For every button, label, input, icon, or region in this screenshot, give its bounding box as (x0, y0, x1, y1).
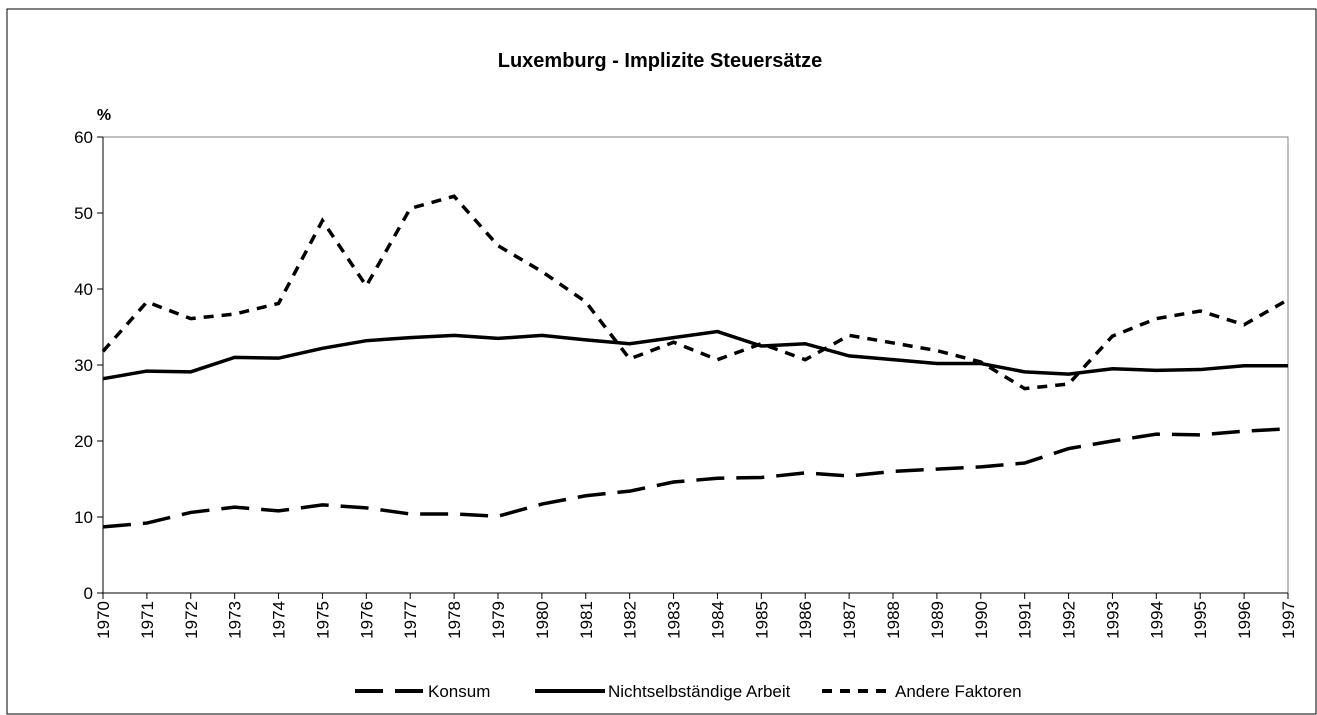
legend-label: Nichtselbständige Arbeit (608, 682, 791, 701)
x-tick-label: 1989 (928, 601, 947, 639)
x-tick-label: 1994 (1147, 601, 1166, 639)
x-tick-label: 1971 (138, 601, 157, 639)
series-line (101, 194, 1289, 391)
x-tick-label: 1997 (1279, 601, 1298, 639)
y-tick-label: 60 (74, 128, 93, 147)
x-tick-label: 1992 (1060, 601, 1079, 639)
series-line (102, 329, 1288, 381)
x-tick-label: 1978 (445, 601, 464, 639)
series-line (102, 427, 1289, 529)
y-tick-label: 40 (74, 280, 93, 299)
x-tick-label: 1977 (401, 601, 420, 639)
plot-area (102, 136, 1289, 594)
y-tick-label: 30 (74, 356, 93, 375)
x-tick-label: 1979 (489, 601, 508, 639)
legend-label: Konsum (428, 682, 490, 701)
x-tick-label: 1983 (665, 601, 684, 639)
y-tick-label: 50 (74, 204, 93, 223)
x-tick-label: 1986 (796, 601, 815, 639)
x-tick-label: 1970 (94, 601, 113, 639)
x-tick-label: 1991 (1016, 601, 1035, 639)
y-axis-label: % (97, 107, 111, 124)
x-tick-label: 1988 (884, 601, 903, 639)
x-tick-label: 1973 (226, 601, 245, 639)
y-tick-label: 10 (74, 508, 93, 527)
x-tick-label: 1996 (1235, 601, 1254, 639)
x-tick-label: 1993 (1103, 601, 1122, 639)
x-tick-label: 1975 (313, 601, 332, 639)
x-tick-label: 1972 (182, 601, 201, 639)
x-tick-label: 1987 (840, 601, 859, 639)
chart-frame (6, 8, 1317, 715)
x-tick-label: 1982 (621, 601, 640, 639)
x-tick-label: 1985 (752, 601, 771, 639)
x-tick-label: 1995 (1191, 601, 1210, 639)
x-tick-label: 1984 (708, 601, 727, 639)
y-tick-label: 20 (74, 432, 93, 451)
x-tick-label: 1990 (972, 601, 991, 639)
y-tick-label: 0 (84, 584, 93, 603)
x-tick-label: 1981 (577, 601, 596, 639)
legend-label: Andere Faktoren (895, 682, 1022, 701)
x-tick-label: 1974 (270, 601, 289, 639)
chart-title: Luxemburg - Implizite Steuersätze (498, 50, 823, 72)
x-tick-label: 1976 (357, 601, 376, 639)
x-tick-label: 1980 (533, 601, 552, 639)
